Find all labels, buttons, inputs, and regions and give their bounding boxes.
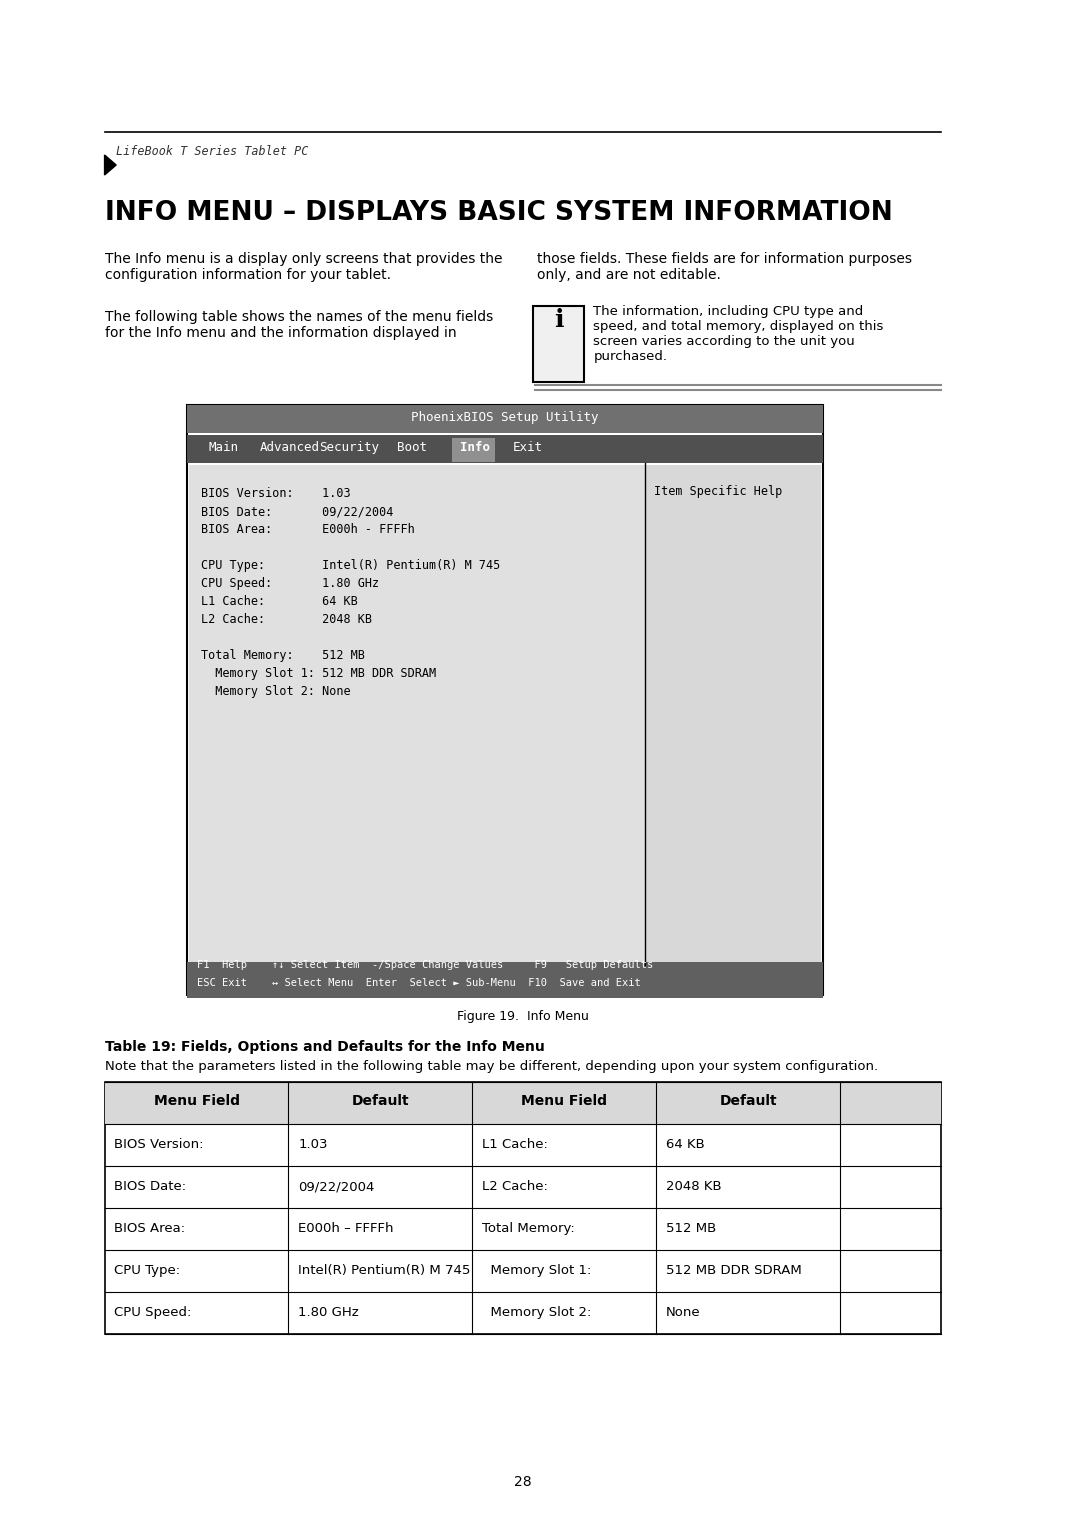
Bar (645, 465, 821, 966)
Text: 512 MB DDR SDRAM: 512 MB DDR SDRAM (666, 1264, 801, 1277)
Text: Memory Slot 1: 512 MB DDR SDRAM: Memory Slot 1: 512 MB DDR SDRAM (201, 668, 436, 680)
Text: INFO MENU – DISPLAYS BASIC SYSTEM INFORMATION: INFO MENU – DISPLAYS BASIC SYSTEM INFORM… (105, 200, 892, 226)
Text: 28: 28 (514, 1475, 531, 1488)
Text: 64 KB: 64 KB (666, 1138, 705, 1151)
Text: Advanced: Advanced (259, 442, 320, 454)
Text: Item Specific Help: Item Specific Help (654, 484, 783, 498)
Text: Default: Default (719, 1094, 778, 1108)
Text: ESC Exit    ↔ Select Menu  Enter  Select ► Sub-Menu  F10  Save and Exit: ESC Exit ↔ Select Menu Enter Select ► Su… (197, 978, 640, 989)
Bar (187, 435, 823, 463)
Text: Note that the parameters listed in the following table may be different, dependi: Note that the parameters listed in the f… (105, 1060, 878, 1073)
Bar (105, 1082, 941, 1334)
Bar (105, 1082, 941, 1125)
Text: Memory Slot 2:: Memory Slot 2: (482, 1306, 592, 1319)
Text: Total Memory:: Total Memory: (482, 1222, 575, 1235)
Text: The following table shows the names of the menu fields
for the Info menu and the: The following table shows the names of t… (105, 310, 492, 341)
Text: Figure 19.  Info Menu: Figure 19. Info Menu (457, 1010, 589, 1024)
Text: The Info menu is a display only screens that provides the
configuration informat: The Info menu is a display only screens … (105, 252, 502, 283)
Bar (187, 405, 823, 995)
Text: i: i (554, 309, 564, 332)
Text: CPU Speed:       1.80 GHz: CPU Speed: 1.80 GHz (201, 578, 379, 590)
Text: LifeBook T Series Tablet PC: LifeBook T Series Tablet PC (117, 145, 309, 157)
Text: The information, including CPU type and
speed, and total memory, displayed on th: The information, including CPU type and … (593, 306, 883, 364)
Text: Main: Main (208, 442, 239, 454)
Text: Intel(R) Pentium(R) M 745: Intel(R) Pentium(R) M 745 (298, 1264, 471, 1277)
Text: CPU Type:        Intel(R) Pentium(R) M 745: CPU Type: Intel(R) Pentium(R) M 745 (201, 559, 501, 571)
Text: BIOS Version:    1.03: BIOS Version: 1.03 (201, 487, 351, 500)
Text: BIOS Area:: BIOS Area: (114, 1222, 186, 1235)
Text: CPU Type:: CPU Type: (114, 1264, 180, 1277)
Text: 1.80 GHz: 1.80 GHz (298, 1306, 359, 1319)
Text: Info: Info (460, 442, 490, 454)
Text: Memory Slot 2: None: Memory Slot 2: None (201, 685, 351, 698)
Text: None: None (666, 1306, 701, 1319)
Text: Default: Default (352, 1094, 409, 1108)
Text: Memory Slot 1:: Memory Slot 1: (482, 1264, 592, 1277)
Text: L2 Cache:: L2 Cache: (482, 1180, 548, 1193)
Bar (187, 405, 823, 432)
Text: Total Memory:    512 MB: Total Memory: 512 MB (201, 649, 365, 662)
Text: BIOS Version:: BIOS Version: (114, 1138, 204, 1151)
Text: CPU Speed:: CPU Speed: (114, 1306, 191, 1319)
Text: Table 19: Fields, Options and Defaults for the Info Menu: Table 19: Fields, Options and Defaults f… (105, 1041, 544, 1054)
Text: Boot: Boot (397, 442, 427, 454)
Text: L1 Cache:: L1 Cache: (482, 1138, 548, 1151)
Text: L2 Cache:        2048 KB: L2 Cache: 2048 KB (201, 613, 373, 626)
Text: 1.03: 1.03 (298, 1138, 327, 1151)
Bar (187, 979, 823, 998)
Text: 09/22/2004: 09/22/2004 (298, 1180, 375, 1193)
Bar (187, 963, 823, 979)
Text: Security: Security (320, 442, 379, 454)
Text: BIOS Date:: BIOS Date: (114, 1180, 187, 1193)
Text: Exit: Exit (513, 442, 543, 454)
Text: 2048 KB: 2048 KB (666, 1180, 721, 1193)
Text: Menu Field: Menu Field (153, 1094, 240, 1108)
Text: PhoenixBIOS Setup Utility: PhoenixBIOS Setup Utility (411, 411, 598, 423)
Text: L1 Cache:        64 KB: L1 Cache: 64 KB (201, 594, 359, 608)
FancyBboxPatch shape (534, 306, 584, 382)
Bar (453, 439, 495, 461)
Text: Menu Field: Menu Field (522, 1094, 607, 1108)
Polygon shape (105, 154, 117, 176)
Text: BIOS Date:       09/22/2004: BIOS Date: 09/22/2004 (201, 504, 394, 518)
Text: 512 MB: 512 MB (666, 1222, 716, 1235)
Bar (189, 465, 645, 966)
Text: those fields. These fields are for information purposes
only, and are not editab: those fields. These fields are for infor… (537, 252, 913, 283)
Text: F1  Help    ↑↓ Select Item  -/Space Change Values     F9   Setup Defaults: F1 Help ↑↓ Select Item -/Space Change Va… (197, 960, 652, 970)
Text: BIOS Area:       E000h - FFFFh: BIOS Area: E000h - FFFFh (201, 523, 415, 536)
Text: E000h – FFFFh: E000h – FFFFh (298, 1222, 394, 1235)
